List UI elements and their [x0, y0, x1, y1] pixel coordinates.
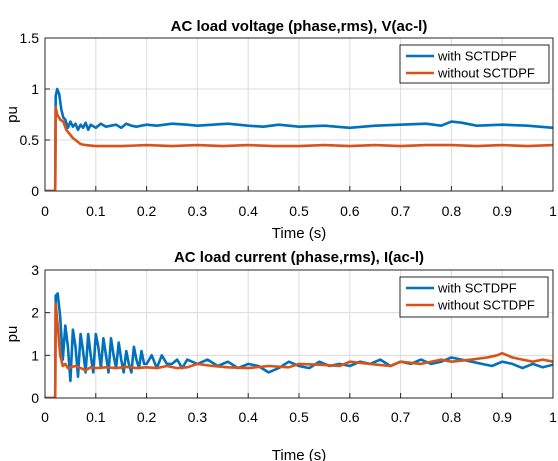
x-tick-label: 0.7	[391, 409, 411, 425]
legend-entry: with SCTDPF	[437, 49, 517, 64]
y-tick-label: 1	[31, 347, 39, 363]
y-tick-label: 0	[31, 183, 39, 199]
x-tick-label: 0.6	[340, 203, 360, 219]
x-tick-label: 0.8	[442, 203, 462, 219]
x-tick-label: 1	[549, 203, 557, 219]
y-tick-label: 0.5	[20, 132, 40, 148]
legend-entry: without SCTDPF	[437, 298, 535, 313]
x-tick-label: 0.5	[289, 409, 309, 425]
y-tick-label: 0	[31, 390, 39, 406]
voltage-chart: AC load voltage (phase,rms), V(ac-l) 0 0.…	[4, 18, 557, 242]
x-tick-label: 0.8	[442, 409, 462, 425]
x-tick-label: 0.3	[188, 203, 208, 219]
x-tick-label: 0.1	[86, 409, 106, 425]
series-line-without-sctdpf	[45, 302, 553, 398]
legend: with SCTDPF without SCTDPF	[399, 276, 549, 318]
series-line-without-sctdpf	[45, 106, 553, 191]
x-axis-label: Time (s)	[272, 225, 326, 242]
x-tick-label: 0.1	[86, 203, 106, 219]
chart-title: AC load voltage (phase,rms), V(ac-l)	[171, 18, 428, 35]
x-tick-label: 0.4	[238, 203, 258, 219]
legend: with SCTDPF without SCTDPF	[399, 44, 550, 84]
x-axis-label: Time (s)	[272, 447, 326, 461]
x-tick-label: 0.5	[289, 203, 309, 219]
x-tick-label: 0.3	[188, 409, 208, 425]
x-tick-label: 0.2	[137, 203, 157, 219]
current-chart: AC load current (phase,rms), I(ac-l) 0 0.…	[4, 249, 557, 461]
legend-box	[399, 44, 550, 84]
x-tick-label: 0.2	[137, 409, 157, 425]
legend-entry: with SCTDPF	[437, 281, 517, 296]
y-tick-label: 3	[31, 262, 39, 278]
x-tick-label: 0.9	[492, 409, 512, 425]
x-tick-label: 0.6	[340, 409, 360, 425]
series-line-with-sctdpf	[45, 87, 553, 191]
y-axis-label: pu	[4, 326, 21, 343]
x-tick-label: 1	[549, 409, 557, 425]
y-tick-label: 1.5	[20, 30, 40, 46]
x-tick-label: 0	[41, 203, 49, 219]
x-tick-label: 0	[41, 409, 49, 425]
legend-box	[399, 276, 549, 318]
legend-entry: without SCTDPF	[437, 66, 535, 81]
y-tick-label: 1	[31, 81, 39, 97]
x-tick-label: 0.7	[391, 203, 411, 219]
y-tick-label: 2	[31, 305, 39, 321]
y-axis-label: pu	[4, 106, 21, 123]
x-tick-label: 0.9	[492, 203, 512, 219]
chart-title: AC load current (phase,rms), I(ac-l)	[174, 249, 424, 266]
x-tick-label: 0.4	[238, 409, 258, 425]
